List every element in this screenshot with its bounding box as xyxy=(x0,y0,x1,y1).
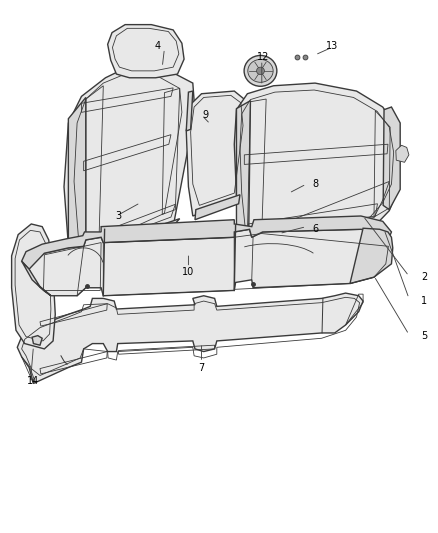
Ellipse shape xyxy=(248,60,273,82)
Polygon shape xyxy=(17,293,363,383)
Polygon shape xyxy=(383,107,400,209)
Text: 4: 4 xyxy=(155,41,161,51)
Polygon shape xyxy=(108,25,184,78)
Ellipse shape xyxy=(257,67,265,75)
Text: 3: 3 xyxy=(116,211,122,221)
Text: 13: 13 xyxy=(326,41,339,51)
Polygon shape xyxy=(195,195,240,220)
Polygon shape xyxy=(263,101,375,228)
Polygon shape xyxy=(64,67,195,264)
Polygon shape xyxy=(12,224,55,349)
Text: 2: 2 xyxy=(421,272,427,282)
Polygon shape xyxy=(32,336,42,345)
Polygon shape xyxy=(186,91,250,216)
Text: 14: 14 xyxy=(27,376,39,386)
Polygon shape xyxy=(73,219,180,264)
Text: 12: 12 xyxy=(257,52,269,61)
Polygon shape xyxy=(99,84,166,236)
Ellipse shape xyxy=(244,55,277,86)
Polygon shape xyxy=(68,98,86,247)
Polygon shape xyxy=(234,83,400,248)
Text: 7: 7 xyxy=(198,362,205,373)
Polygon shape xyxy=(21,216,392,269)
Text: 8: 8 xyxy=(312,179,318,189)
Text: 9: 9 xyxy=(203,110,209,120)
Text: 6: 6 xyxy=(312,224,318,235)
Polygon shape xyxy=(350,228,393,284)
Polygon shape xyxy=(186,91,193,131)
Polygon shape xyxy=(21,261,51,296)
Polygon shape xyxy=(240,225,377,248)
Text: 5: 5 xyxy=(421,330,427,341)
Text: 10: 10 xyxy=(182,267,194,277)
Text: 1: 1 xyxy=(421,296,427,306)
Polygon shape xyxy=(396,146,409,163)
Polygon shape xyxy=(237,101,251,236)
Polygon shape xyxy=(29,229,392,296)
